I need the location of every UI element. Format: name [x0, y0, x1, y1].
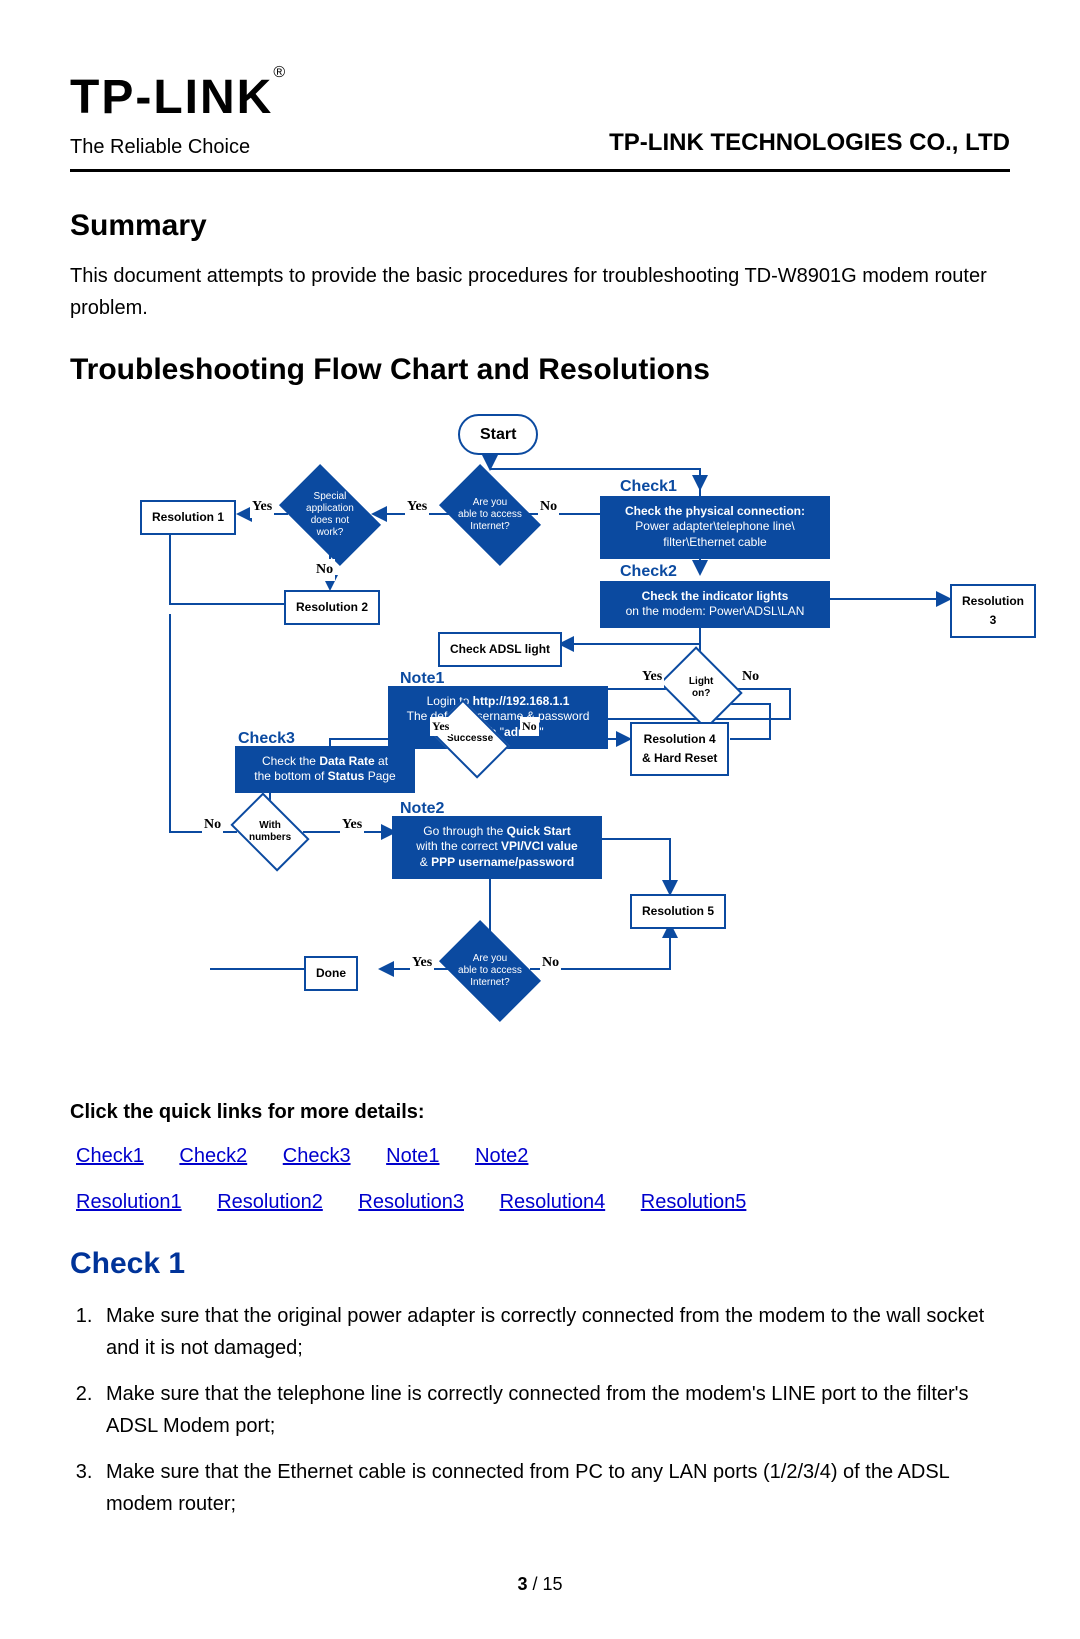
no-label: No [538, 496, 559, 518]
yes-label: Yes [250, 496, 274, 518]
check3-line1: Check the Data Rate at [262, 754, 388, 770]
link-resolution3[interactable]: Resolution3 [358, 1191, 464, 1213]
check1-list: Make sure that the original power adapte… [98, 1300, 1010, 1520]
link-resolution5[interactable]: Resolution5 [641, 1191, 747, 1213]
list-item: Make sure that the Ethernet cable is con… [98, 1456, 1010, 1520]
no-label: No [520, 717, 539, 736]
done-box: Done [304, 956, 358, 991]
summary-heading: Summary [70, 202, 1010, 250]
link-resolution2[interactable]: Resolution2 [217, 1191, 323, 1213]
resolution4-box: Resolution 4 & Hard Reset [630, 722, 729, 776]
quicklinks: Check1 Check2 Check3 Note1 Note2 Resolut… [76, 1140, 1010, 1218]
link-resolution4[interactable]: Resolution4 [500, 1191, 606, 1213]
resolution2-box: Resolution 2 [284, 590, 380, 625]
resolution3-box: Resolution 3 [950, 584, 1036, 638]
no-label: No [540, 952, 561, 974]
quicklinks-heading: Click the quick links for more details: [70, 1096, 1010, 1128]
yes-label: Yes [410, 952, 434, 974]
summary-text: This document attempts to provide the ba… [70, 260, 1010, 324]
note2-line3: & PPP username/password [420, 855, 575, 871]
note2-box: Go through the Quick Start with the corr… [392, 816, 602, 879]
yes-label: Yes [640, 666, 664, 688]
resolution1-box: Resolution 1 [140, 500, 236, 535]
access-internet-1: Are youable to accessInternet? [447, 486, 533, 544]
link-resolution1[interactable]: Resolution1 [76, 1191, 182, 1213]
yes-label: Yes [430, 717, 451, 736]
check3-box: Check the Data Rate at the bottom of Sta… [235, 746, 415, 793]
check1-line3: filter\Ethernet cable [663, 535, 766, 551]
note1-line1: Login to http://192.168.1.1 [427, 694, 570, 710]
access-internet-2: Are youable to accessInternet? [447, 942, 533, 1000]
page-number: 3 / 15 [70, 1570, 1010, 1599]
no-label: No [202, 814, 223, 836]
quicklinks-row-2: Resolution1 Resolution2 Resolution3 Reso… [76, 1186, 1010, 1218]
special-app-diamond: Specialapplicationdoes notwork? [287, 486, 373, 544]
resolution5-box: Resolution 5 [630, 894, 726, 929]
yes-label: Yes [340, 814, 364, 836]
logo-main: TP-LINK® [70, 60, 285, 137]
check2-line2: on the modem: Power\ADSL\LAN [626, 604, 805, 620]
flow-start: Start [458, 414, 538, 456]
check3-line2: the bottom of Status Page [254, 769, 395, 785]
check1-line1: Check the physical connection: [625, 504, 805, 520]
check2-box: Check the indicator lights on the modem:… [600, 581, 830, 628]
yes-label: Yes [405, 496, 429, 518]
check1-line2: Power adapter\telephone line\ [635, 519, 794, 535]
light-on-diamond: Light on? [668, 662, 734, 714]
list-item: Make sure that the original power adapte… [98, 1300, 1010, 1364]
page-header: TP-LINK® The Reliable Choice TP-LINK TEC… [70, 60, 1010, 172]
flowchart-heading: Troubleshooting Flow Chart and Resolutio… [70, 346, 1010, 394]
no-label: No [314, 559, 335, 581]
flowchart: Start Check1 Check the physical connecti… [70, 414, 1010, 1084]
company-name: TP-LINK TECHNOLOGIES CO., LTD [609, 124, 1010, 162]
with-numbers-diamond: With numbers [237, 809, 303, 855]
check1-heading: Check 1 [70, 1240, 1010, 1288]
quicklinks-row-1: Check1 Check2 Check3 Note1 Note2 [76, 1140, 1010, 1172]
link-check1[interactable]: Check1 [76, 1145, 144, 1167]
note2-line2: with the correct VPI/VCI value [416, 839, 577, 855]
link-note2[interactable]: Note2 [475, 1145, 528, 1167]
link-check2[interactable]: Check2 [179, 1145, 247, 1167]
check-adsl-box: Check ADSL light [438, 632, 562, 667]
link-note1[interactable]: Note1 [386, 1145, 439, 1167]
note2-line1: Go through the Quick Start [423, 824, 570, 840]
check2-line1: Check the indicator lights [642, 589, 789, 605]
list-item: Make sure that the telephone line is cor… [98, 1378, 1010, 1442]
logo: TP-LINK® The Reliable Choice [70, 60, 285, 163]
link-check3[interactable]: Check3 [283, 1145, 351, 1167]
no-label: No [740, 666, 761, 688]
check1-box: Check the physical connection: Power ada… [600, 496, 830, 559]
